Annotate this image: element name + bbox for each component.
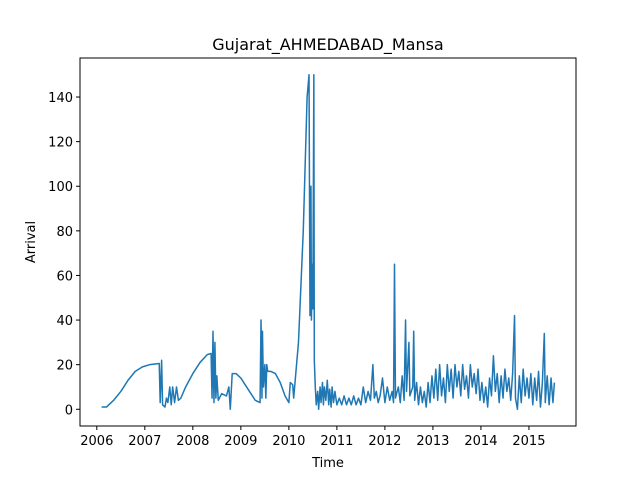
y-tick-label: 120 — [48, 136, 73, 151]
y-tick-label: 100 — [48, 180, 73, 195]
x-tick-label: 2015 — [512, 434, 545, 449]
x-axis-label: Time — [311, 456, 344, 471]
chart-title: Gujarat_AHMEDABAD_Mansa — [212, 35, 443, 55]
plot-frame — [79, 57, 577, 427]
y-tick-label: 0 — [65, 403, 73, 418]
y-tick-label: 80 — [56, 225, 73, 240]
y-tick-label: 40 — [56, 314, 73, 329]
x-tick-label: 2014 — [464, 434, 497, 449]
x-tick-label: 2009 — [224, 434, 257, 449]
x-tick-label: 2006 — [80, 434, 113, 449]
x-tick-label: 2008 — [176, 434, 209, 449]
data-line — [101, 73, 556, 411]
x-tick-label: 2007 — [128, 434, 161, 449]
y-tick-label: 140 — [48, 91, 73, 106]
y-tick-label: 60 — [56, 269, 73, 284]
x-tick-label: 2012 — [368, 434, 401, 449]
x-tick-label: 2013 — [416, 434, 449, 449]
x-tick-label: 2011 — [320, 434, 353, 449]
y-tick-label: 20 — [56, 359, 73, 374]
y-axis-label: Arrival — [24, 221, 39, 263]
x-tick-label: 2010 — [272, 434, 305, 449]
